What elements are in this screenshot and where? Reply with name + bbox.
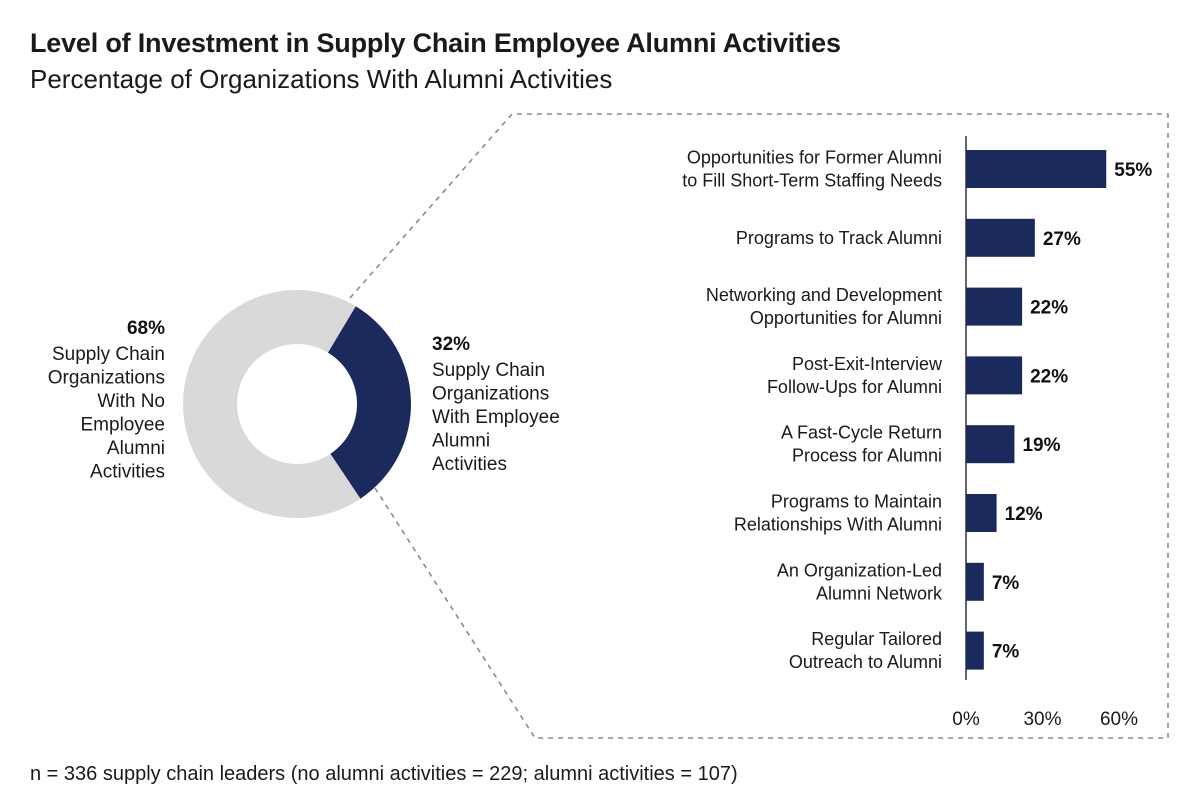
bar-value-label: 7%: [992, 573, 1020, 594]
donut-label-no-alumni: Employee: [81, 415, 166, 436]
donut-label-no-alumni: With No: [97, 391, 165, 412]
donut-label-no-alumni: Alumni: [107, 438, 165, 459]
donut-label-with-alumni: Alumni: [432, 431, 490, 452]
bar-category-label: Relationships With Alumni: [734, 515, 942, 535]
x-tick-label: 0%: [952, 709, 980, 730]
bar-category-label: Programs to Maintain: [771, 492, 942, 512]
bar-category-label: Process for Alumni: [792, 446, 942, 466]
bar-value-label: 12%: [1005, 504, 1043, 525]
donut-label-with-alumni: Activities: [432, 454, 507, 475]
bar: [966, 562, 984, 601]
donut-pct-label-no-alumni: 68%: [127, 318, 165, 339]
bar-category-label: Programs to Track Alumni: [736, 228, 942, 248]
bar-category-label: Regular Tailored: [811, 629, 942, 649]
donut-label-no-alumni: Organizations: [48, 368, 165, 389]
donut-label-no-alumni: Supply Chain: [52, 344, 165, 365]
x-tick-label: 30%: [1023, 709, 1061, 730]
bar-category-label: Opportunities for Former Alumni: [687, 148, 942, 168]
bar-category-label: A Fast-Cycle Return: [781, 423, 942, 443]
chart-subtitle: Percentage of Organizations With Alumni …: [30, 64, 613, 94]
bar-value-label: 22%: [1030, 366, 1068, 387]
bar: [966, 631, 984, 670]
bar-category-label: Follow-Ups for Alumni: [767, 377, 942, 397]
chart-title: Level of Investment in Supply Chain Empl…: [30, 28, 841, 58]
bar-value-label: 22%: [1030, 298, 1068, 319]
donut-label-with-alumni: With Employee: [432, 407, 560, 428]
bar: [966, 287, 1023, 326]
bar-category-label: Networking and Development: [706, 285, 942, 305]
x-tick-label: 60%: [1100, 709, 1138, 730]
bar-category-label: Outreach to Alumni: [789, 652, 942, 672]
donut-pct-label-with-alumni: 32%: [432, 334, 470, 355]
bar-value-label: 7%: [992, 642, 1020, 663]
bar: [966, 494, 997, 532]
bar-category-label: to Fill Short-Term Staffing Needs: [682, 171, 942, 191]
donut-slice-with-alumni: [327, 306, 411, 499]
bar-value-label: 27%: [1043, 229, 1081, 250]
bar-value-label: 19%: [1022, 435, 1060, 456]
bar-category-label: Alumni Network: [816, 583, 943, 603]
bar: [966, 356, 1023, 395]
bar: [966, 218, 1035, 257]
bar-category-label: Post-Exit-Interview: [792, 354, 943, 374]
bar-category-label: Opportunities for Alumni: [750, 308, 942, 328]
donut-label-with-alumni: Supply Chain: [432, 360, 545, 381]
callout-frame: [349, 113, 1169, 739]
donut-label-with-alumni: Organizations: [432, 384, 549, 405]
bar: [966, 425, 1015, 464]
donut-slice-no-alumni: [183, 290, 361, 518]
bar-value-label: 55%: [1114, 160, 1152, 181]
footnote: n = 336 supply chain leaders (no alumni …: [30, 763, 738, 785]
bar: [966, 150, 1107, 188]
donut-label-no-alumni: Activities: [90, 462, 165, 483]
bar-category-label: An Organization-Led: [777, 560, 942, 580]
